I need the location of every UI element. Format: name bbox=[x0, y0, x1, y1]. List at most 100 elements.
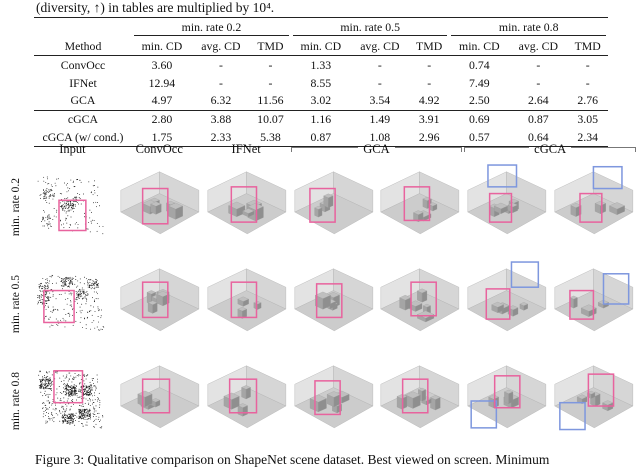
bracket-left bbox=[464, 147, 530, 152]
method-cell: IFNet bbox=[69, 75, 97, 90]
value-cell: 12.94 bbox=[148, 75, 176, 90]
table-row: IFNet 12.94 - - 8.55 - - 7.49 - - bbox=[34, 74, 608, 92]
value-cell: 0.87 bbox=[528, 112, 549, 127]
figure-row: min. rate 0.2 bbox=[4, 160, 636, 254]
figure-row-label: min. rate 0.2 bbox=[10, 177, 22, 237]
value-cell: 2.96 bbox=[418, 129, 440, 144]
value-cell: 11.56 bbox=[249, 91, 291, 111]
scene-render-image bbox=[377, 257, 463, 351]
table-row: cGCA (w/ cond.) 1.75 2.33 5.38 0.87 1.08 2.96 0… bbox=[34, 128, 608, 146]
scene-render-image bbox=[464, 354, 550, 448]
value-cell: 0.74 bbox=[469, 57, 490, 72]
col-header-min-cd: min. CD bbox=[132, 37, 192, 57]
scene-render-image bbox=[377, 354, 463, 448]
col-header-min-cd: min. CD bbox=[290, 37, 351, 57]
scene-render-image bbox=[116, 354, 202, 448]
scene-render-image bbox=[203, 257, 289, 351]
figure-row-label: min. rate 0.5 bbox=[10, 274, 22, 334]
group-header-rate-08: min. rate 0.8 bbox=[449, 18, 608, 38]
value-cell: 2.80 bbox=[151, 112, 173, 127]
scene-render-image bbox=[551, 160, 636, 254]
value-cell: 1.16 bbox=[310, 112, 332, 127]
column-header-row: Method min. CD avg. CD TMD min. CD avg. … bbox=[34, 37, 608, 57]
group-header-rate-02: min. rate 0.2 bbox=[132, 18, 291, 38]
scene-render-image bbox=[377, 160, 463, 254]
table-row: ConvOcc 3.60 - - 1.33 - - 0.74 - - bbox=[34, 56, 608, 74]
col-header-min-cd: min. CD bbox=[449, 37, 510, 57]
col-header-cgca: cGCA bbox=[464, 142, 636, 157]
col-header-convocc: ConvOcc bbox=[135, 142, 183, 156]
value-cell: - bbox=[585, 57, 590, 72]
empty-header-cell bbox=[34, 18, 132, 38]
col-header-tmd: TMD bbox=[408, 37, 450, 57]
body-text-line: (diversity, ↑) in tables are multiplied … bbox=[36, 0, 275, 15]
value-cell: - bbox=[585, 75, 590, 90]
figure-row: min. rate 0.8 bbox=[4, 354, 636, 448]
method-cell: ConvOcc bbox=[60, 57, 106, 72]
value-cell: - bbox=[268, 57, 273, 72]
col-header-avg-cd: avg. CD bbox=[350, 37, 409, 57]
value-cell: 3.02 bbox=[290, 91, 351, 111]
scene-render-image bbox=[290, 354, 376, 448]
value-cell: - bbox=[377, 57, 382, 72]
scene-render-image bbox=[290, 257, 376, 351]
bracket-right bbox=[571, 147, 636, 152]
value-cell: 5.38 bbox=[260, 129, 281, 144]
value-cell: 4.92 bbox=[408, 91, 450, 111]
value-cell: - bbox=[268, 75, 273, 90]
col-header-avg-cd: avg. CD bbox=[191, 37, 250, 57]
value-cell: 6.32 bbox=[191, 91, 250, 111]
value-cell: 0.64 bbox=[528, 129, 549, 144]
value-cell: 4.97 bbox=[132, 91, 192, 111]
value-cell: 2.34 bbox=[577, 129, 599, 144]
figure-row: min. rate 0.5 bbox=[4, 257, 636, 351]
scene-render-image bbox=[116, 160, 202, 254]
value-cell: - bbox=[536, 57, 541, 72]
scene-render-image bbox=[464, 160, 550, 254]
col-header-tmd: TMD bbox=[567, 37, 608, 57]
value-cell: - bbox=[218, 57, 223, 72]
table-row: GCA 4.97 6.32 11.56 3.02 3.54 4.92 2.50 2.64 2.76 bbox=[34, 91, 608, 111]
value-cell: 7.49 bbox=[469, 75, 490, 90]
method-cell: cGCA (w/ cond.) bbox=[42, 129, 124, 144]
value-cell: 10.07 bbox=[257, 112, 284, 127]
col-header-tmd: TMD bbox=[249, 37, 291, 57]
value-cell: 1.33 bbox=[310, 57, 332, 72]
value-cell: 3.05 bbox=[577, 112, 599, 127]
value-cell: - bbox=[218, 75, 223, 90]
value-cell: 1.49 bbox=[369, 112, 391, 127]
scene-render-image bbox=[551, 257, 636, 351]
table-row: cGCA 2.80 3.88 10.07 1.16 1.49 3.91 0.69 0.87 3.0… bbox=[34, 110, 608, 128]
value-cell: - bbox=[536, 75, 541, 90]
scene-render-image bbox=[551, 354, 636, 448]
col-header-input: Input bbox=[59, 142, 86, 156]
value-cell: 0.57 bbox=[469, 129, 490, 144]
value-cell: - bbox=[427, 75, 432, 90]
value-cell: 2.50 bbox=[449, 91, 510, 111]
value-cell: 1.08 bbox=[369, 129, 391, 144]
value-cell: - bbox=[427, 57, 432, 72]
col-header-ifnet: IFNet bbox=[231, 142, 261, 156]
value-cell: 3.91 bbox=[418, 112, 440, 127]
bracket-left bbox=[290, 147, 359, 152]
value-cell: 8.55 bbox=[310, 75, 332, 90]
value-cell: 0.69 bbox=[469, 112, 490, 127]
qualitative-figure: Input ConvOcc IFNet GCA cGCA min. rate 0… bbox=[4, 142, 636, 451]
value-cell: 2.33 bbox=[210, 129, 232, 144]
scene-render-image bbox=[203, 354, 289, 448]
scene-render-image bbox=[464, 257, 550, 351]
input-pointcloud-image bbox=[30, 160, 115, 254]
input-pointcloud-image bbox=[30, 354, 115, 448]
value-cell: 2.64 bbox=[509, 91, 568, 111]
figure-row-label: min. rate 0.8 bbox=[10, 371, 22, 431]
value-cell: 1.75 bbox=[151, 129, 173, 144]
figure-grid: min. rate 0.2 min. rate 0.5 min. rate 0.8 bbox=[4, 160, 636, 448]
bracket-right bbox=[394, 147, 463, 152]
value-cell: 3.54 bbox=[350, 91, 409, 111]
input-pointcloud-image bbox=[30, 257, 115, 351]
value-cell: 3.88 bbox=[210, 112, 232, 127]
scene-render-image bbox=[203, 160, 289, 254]
group-header-row: min. rate 0.2 min. rate 0.5 min. rate 0.… bbox=[34, 18, 608, 38]
scene-render-image bbox=[290, 160, 376, 254]
col-header-avg-cd: avg. CD bbox=[509, 37, 568, 57]
